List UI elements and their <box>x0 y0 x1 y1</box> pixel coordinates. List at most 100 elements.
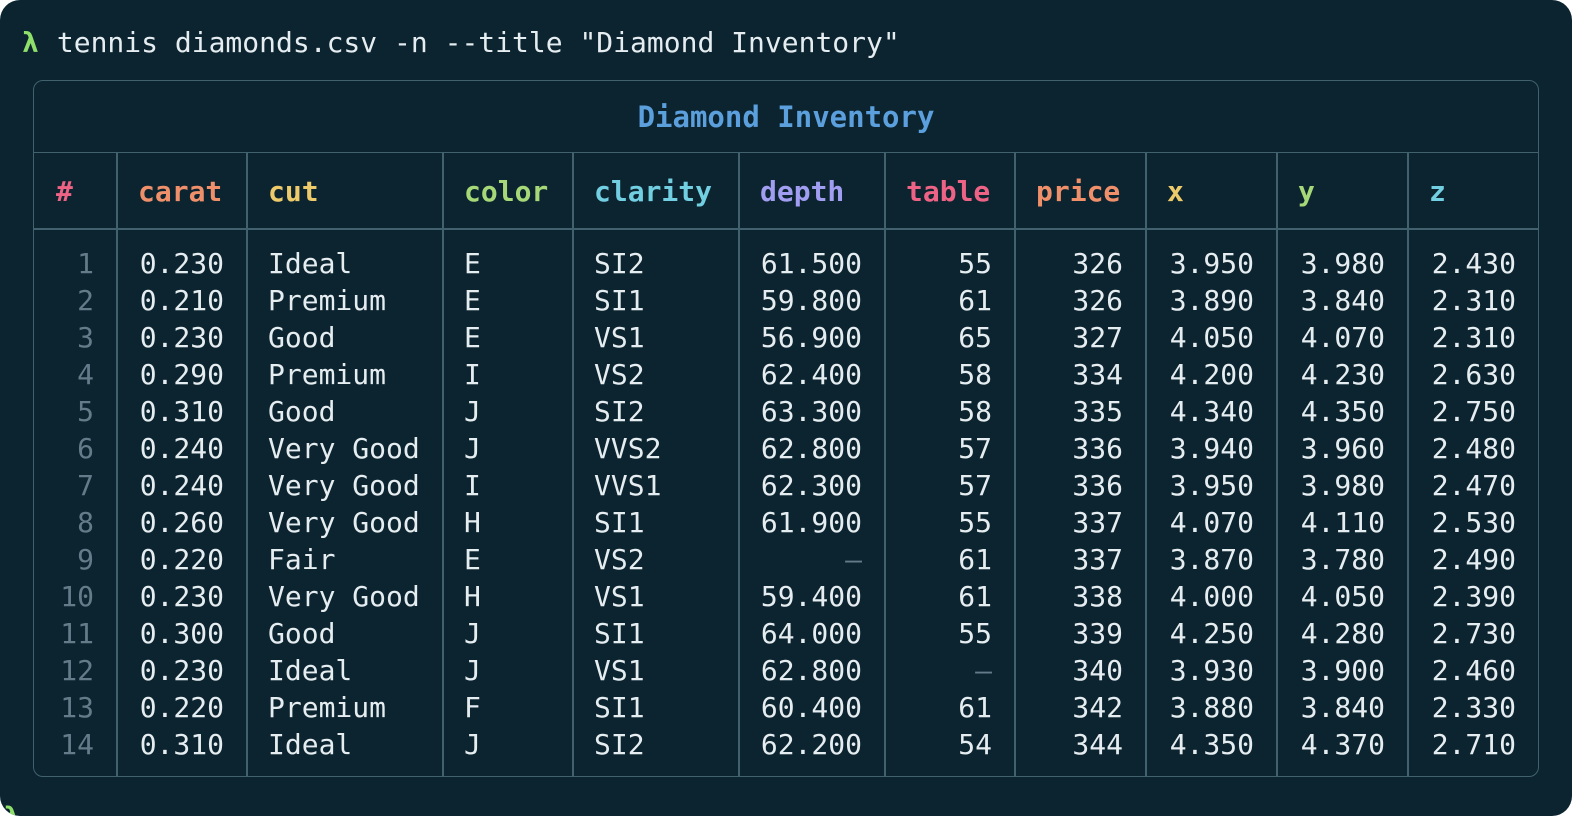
cell-cut: Premium <box>268 691 387 724</box>
column-header-clarity: clarity <box>594 174 713 208</box>
next-prompt-lambda-icon: λ <box>4 802 20 816</box>
cell-clarity: SI1 <box>594 617 645 650</box>
cell-table: 55 <box>958 617 992 650</box>
row-number: 12 <box>60 654 94 687</box>
cell-x: 3.950 <box>1169 469 1254 502</box>
table-row: 5 0.310 Good J SI2 63.300 58 335 4.340 4.350 2.750 <box>34 393 1538 430</box>
cell-clarity: VVS2 <box>594 432 662 465</box>
row-number: 4 <box>77 358 94 391</box>
cell-cut: Premium <box>268 284 387 317</box>
row-number: 10 <box>60 580 94 613</box>
cell-x: 3.880 <box>1169 691 1254 724</box>
column-header-x: x <box>1167 174 1184 208</box>
diamond-inventory-table: Diamond Inventory # carat cut color clarity d… <box>33 80 1539 777</box>
cell-y: 3.780 <box>1300 543 1385 576</box>
cell-y: 3.980 <box>1300 469 1385 502</box>
cell-color: H <box>464 506 481 539</box>
table-header-row: # carat cut color clarity depth table price x y z <box>34 153 1538 229</box>
cell-table: 58 <box>958 358 992 391</box>
cell-cut: Good <box>268 395 336 428</box>
cell-cut: Ideal <box>268 247 353 280</box>
cell-cut: Fair <box>268 543 336 576</box>
row-number: 8 <box>77 506 94 539</box>
cell-depth: 64.000 <box>760 617 862 650</box>
table-row: 8 0.260 Very Good H SI1 61.900 55 337 4.070 4.110… <box>34 504 1538 541</box>
cell-color: J <box>464 654 481 687</box>
row-number: 6 <box>77 432 94 465</box>
command-text: tennis diamonds.csv -n --title "Diamond … <box>56 25 900 59</box>
cell-carat: 0.210 <box>139 284 224 317</box>
command-line: λ tennis diamonds.csv -n --title "Diamond… <box>22 22 900 62</box>
cell-y: 4.070 <box>1300 321 1385 354</box>
cell-depth: 60.400 <box>760 691 862 724</box>
row-number: 7 <box>77 469 94 502</box>
cell-z: 2.710 <box>1431 728 1516 761</box>
cell-y: 4.110 <box>1300 506 1385 539</box>
cell-y: 4.370 <box>1300 728 1385 761</box>
row-number: 5 <box>77 395 94 428</box>
cell-color: J <box>464 617 481 650</box>
table-body: 1 0.230 Ideal E SI2 61.500 55 326 3.950 3.980 2.43… <box>34 229 1538 763</box>
column-header-table: table <box>906 174 991 208</box>
cell-depth: 62.800 <box>760 654 862 687</box>
cell-y: 3.840 <box>1300 284 1385 317</box>
cell-z: 2.470 <box>1431 469 1516 502</box>
column-header-price: price <box>1036 174 1121 208</box>
cell-depth: 62.200 <box>760 728 862 761</box>
table-row: 12 0.230 Ideal J VS1 62.800 — 340 3.930 3.900 2.46… <box>34 652 1538 689</box>
cell-cut: Ideal <box>268 654 353 687</box>
table-row: 6 0.240 Very Good J VVS2 62.800 57 336 3.940 3.96… <box>34 430 1538 467</box>
cell-y: 4.230 <box>1300 358 1385 391</box>
cell-x: 4.340 <box>1169 395 1254 428</box>
cell-price: 335 <box>1072 395 1123 428</box>
column-separator <box>116 153 118 776</box>
cell-depth: 62.800 <box>760 432 862 465</box>
cell-carat: 0.230 <box>139 654 224 687</box>
cell-clarity: SI1 <box>594 284 645 317</box>
column-header-color: color <box>464 174 549 208</box>
column-separator <box>738 153 740 776</box>
cell-depth: 63.300 <box>760 395 862 428</box>
column-header-z: z <box>1429 174 1446 208</box>
cell-price: 339 <box>1072 617 1123 650</box>
cell-y: 3.980 <box>1300 247 1385 280</box>
cell-carat: 0.300 <box>139 617 224 650</box>
cell-carat: 0.310 <box>139 395 224 428</box>
cell-price: 337 <box>1072 506 1123 539</box>
cell-clarity: VS2 <box>594 543 645 576</box>
cell-price: 340 <box>1072 654 1123 687</box>
cell-carat: 0.230 <box>139 247 224 280</box>
table-row: 14 0.310 Ideal J SI2 62.200 54 344 4.350 4.370 2.7… <box>34 726 1538 763</box>
cell-x: 4.200 <box>1169 358 1254 391</box>
cell-z: 2.750 <box>1431 395 1516 428</box>
cell-clarity: VVS1 <box>594 469 662 502</box>
cell-cut: Premium <box>268 358 387 391</box>
cell-clarity: VS2 <box>594 358 645 391</box>
cell-x: 4.250 <box>1169 617 1254 650</box>
cell-table: 55 <box>958 506 992 539</box>
cell-z: 2.310 <box>1431 284 1516 317</box>
cell-x: 3.950 <box>1169 247 1254 280</box>
cell-color: E <box>464 543 481 576</box>
cell-carat: 0.260 <box>139 506 224 539</box>
cell-y: 3.960 <box>1300 432 1385 465</box>
column-separator <box>1014 153 1016 776</box>
row-number: 1 <box>77 247 94 280</box>
cell-price: 336 <box>1072 432 1123 465</box>
column-separator <box>1276 153 1278 776</box>
cell-depth: 59.400 <box>760 580 862 613</box>
cell-table: 58 <box>958 395 992 428</box>
table-row: 11 0.300 Good J SI1 64.000 55 339 4.250 4.280 2.73… <box>34 615 1538 652</box>
cell-z: 2.330 <box>1431 691 1516 724</box>
column-separator <box>246 153 248 776</box>
cell-x: 3.870 <box>1169 543 1254 576</box>
cell-clarity: SI2 <box>594 395 645 428</box>
table-title: Diamond Inventory <box>637 100 935 134</box>
cell-color: J <box>464 395 481 428</box>
column-separator <box>884 153 886 776</box>
cell-z: 2.310 <box>1431 321 1516 354</box>
cell-color: H <box>464 580 481 613</box>
title-divider <box>34 151 1538 153</box>
cell-x: 3.890 <box>1169 284 1254 317</box>
